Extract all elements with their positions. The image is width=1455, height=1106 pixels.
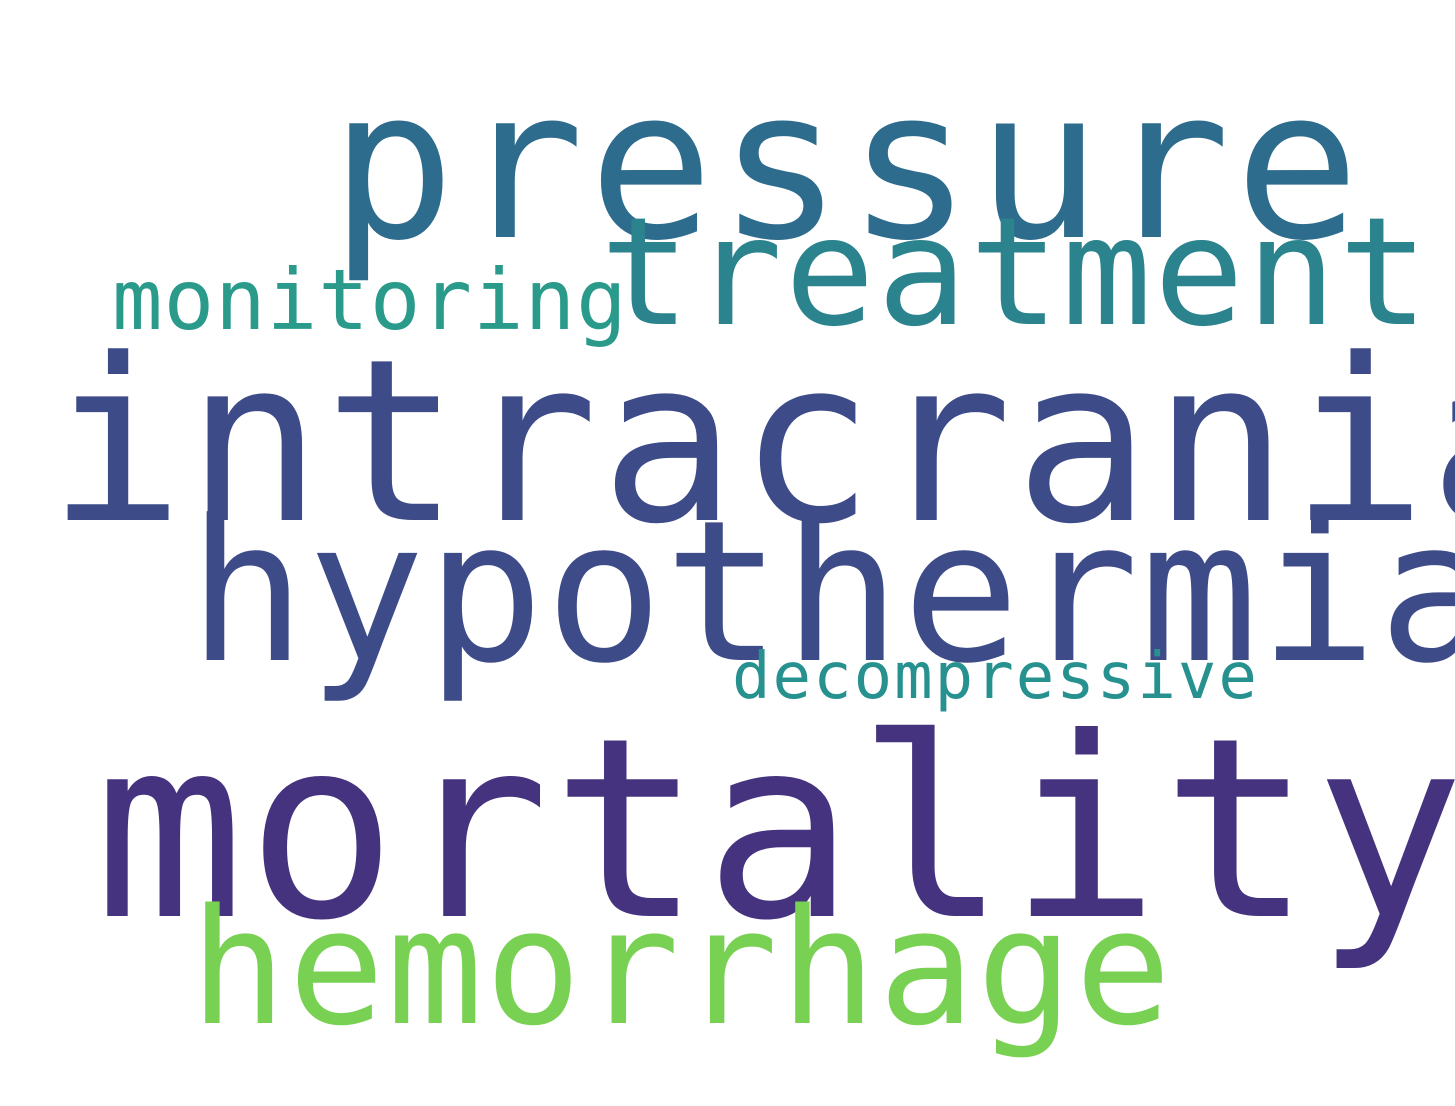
word-hypothermia: hypothermia [188, 479, 1455, 707]
word-mortality: mortality [94, 684, 1455, 975]
word-intracranial: intracranial [48, 311, 1455, 574]
word-decompressive: decompressive [732, 640, 1259, 714]
word-hemorrhage: hemorrhage [190, 874, 1174, 1061]
word-pressure: pressure [330, 45, 1364, 287]
word-treatment: treatment [600, 186, 1431, 360]
word-monitoring: monitoring [112, 251, 628, 349]
